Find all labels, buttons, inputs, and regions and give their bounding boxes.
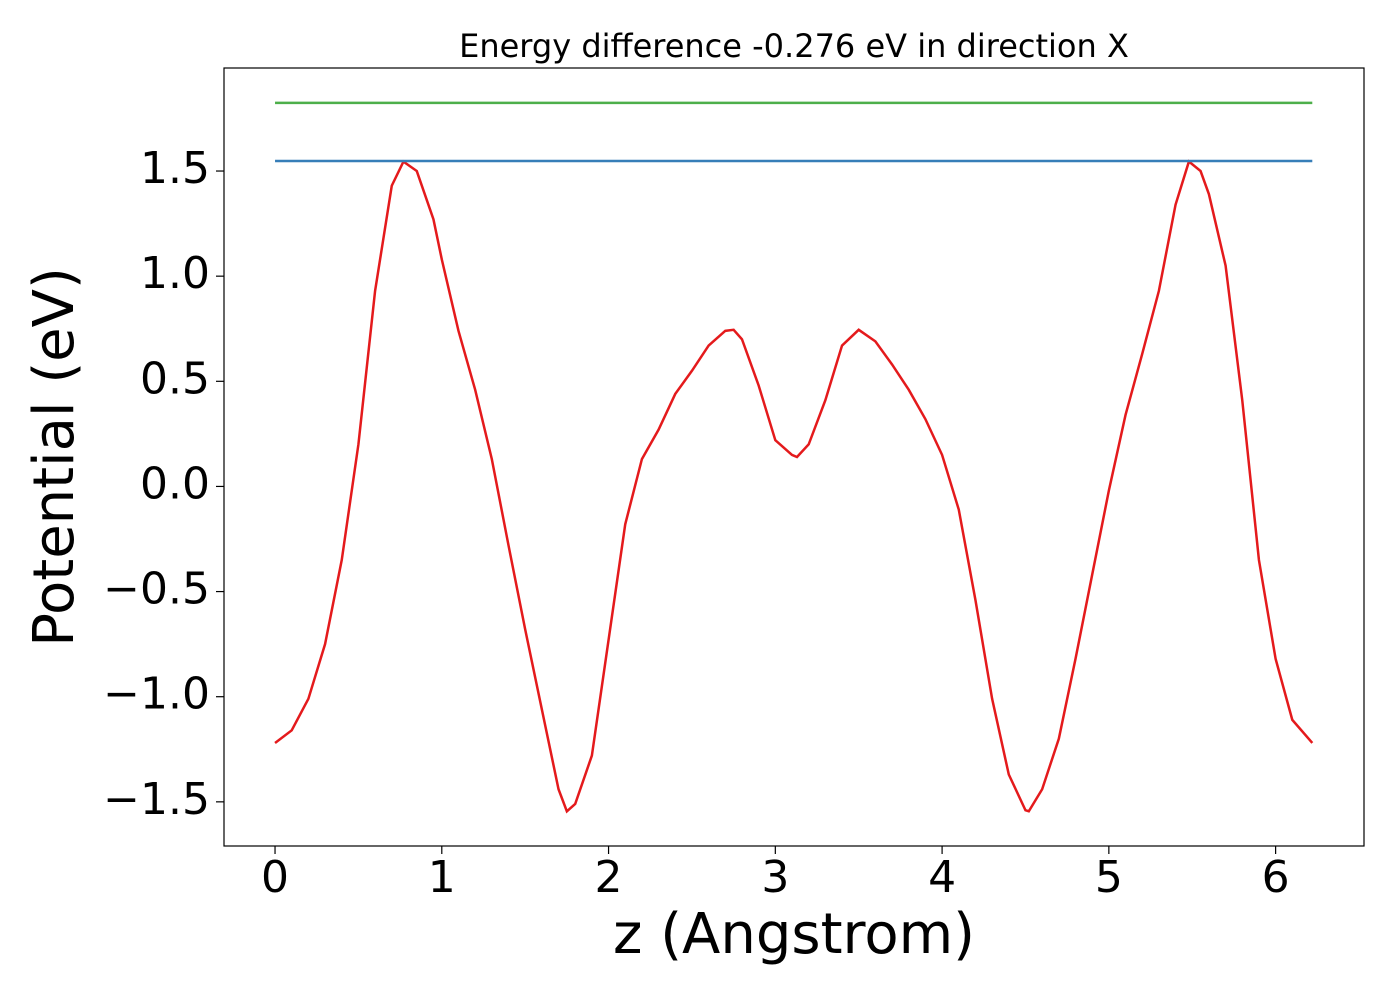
y-tick-label: 0.0 bbox=[140, 458, 210, 509]
x-axis-label: z (Angstrom) bbox=[613, 902, 975, 967]
y-axis-label: Potential (eV) bbox=[22, 267, 87, 647]
plot-frame bbox=[223, 67, 1365, 847]
x-tick-label: 1 bbox=[428, 852, 456, 903]
y-tick-label: 1.5 bbox=[140, 143, 210, 194]
x-tick-label: 4 bbox=[928, 852, 956, 903]
y-tick-label: 0.5 bbox=[140, 353, 210, 404]
chart-title: Energy difference -0.276 eV in direction… bbox=[459, 27, 1129, 65]
x-tick-label: 3 bbox=[761, 852, 789, 903]
series-line bbox=[274, 159, 1314, 814]
x-tick-label: 5 bbox=[1095, 852, 1123, 903]
y-tick-label: 1.0 bbox=[140, 248, 210, 299]
y-tick-label: −1.0 bbox=[103, 669, 210, 720]
x-tick-label: 0 bbox=[261, 852, 289, 903]
y-tick-label: −0.5 bbox=[103, 564, 210, 615]
y-tick-label: −1.5 bbox=[103, 774, 210, 825]
x-tick-label: 2 bbox=[595, 852, 623, 903]
x-tick-label: 6 bbox=[1262, 852, 1290, 903]
